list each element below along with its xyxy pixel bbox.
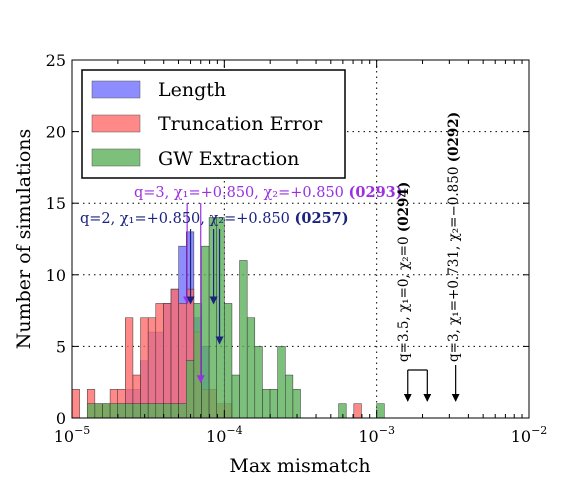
y-tick-label: 10	[46, 266, 66, 285]
y-tick-label: 20	[46, 123, 66, 142]
legend-swatch-truncation-error	[91, 114, 141, 133]
axes-frame	[71, 59, 530, 419]
bar-series-2	[125, 403, 134, 419]
bar-series-2	[224, 303, 233, 419]
bar-series-2	[292, 389, 301, 419]
bar-series-1	[178, 303, 187, 419]
bar-series-2	[102, 403, 111, 419]
bar-series-2	[246, 317, 256, 419]
bar-series-2	[117, 403, 126, 419]
x-tick-label: 10−3	[358, 424, 395, 446]
bar-series-1	[140, 317, 149, 419]
legend: Length Truncation Error GW Extraction	[81, 69, 346, 179]
bar-series-2	[277, 346, 286, 419]
bar-series-1	[170, 288, 179, 419]
bar-series-2	[216, 217, 225, 419]
y-tick-label: 25	[46, 51, 66, 70]
bar-series-2	[178, 403, 187, 419]
bar-series-1	[71, 389, 80, 419]
legend-label-length: Length	[158, 79, 226, 101]
bars	[71, 217, 385, 419]
legend-swatch-length	[91, 80, 141, 99]
bar-series-2	[132, 403, 141, 419]
annotation-label-a292: q=3, χ₁=+0.731, χ₂=−0.850 (0292)	[446, 112, 462, 362]
bar-series-2	[109, 403, 118, 419]
bar-series-1	[155, 303, 164, 419]
bar-series-2	[86, 403, 96, 419]
y-tick-label: 5	[56, 337, 66, 356]
bar-series-3	[353, 403, 362, 419]
x-tick-label: 10−4	[206, 424, 243, 446]
x-tick-label: 10−5	[54, 424, 91, 446]
y-axis-label: Number of simulations	[13, 129, 35, 350]
bar-series-2	[201, 245, 210, 419]
legend-label-truncation-error: Truncation Error	[158, 113, 323, 135]
bar-series-2	[269, 389, 278, 419]
bar-series-4	[376, 403, 385, 419]
bar-series-1	[125, 317, 134, 419]
bar-series-1	[147, 317, 157, 419]
bar-series-2	[163, 403, 172, 419]
bar-series-2	[155, 403, 164, 419]
bar-series-2	[170, 403, 179, 419]
y-tick-label: 15	[46, 194, 66, 213]
bar-series-2	[208, 217, 217, 419]
annotations: q=3, χ₁=+0.850, χ₂=+0.850 (0293) q=2, χ₁=…	[80, 112, 462, 402]
annotation-label-a293: q=3, χ₁=+0.850, χ₂=+0.850 (0293)	[134, 184, 403, 201]
legend-label-gw-extraction: GW Extraction	[158, 148, 299, 170]
bar-series-1	[163, 303, 172, 419]
annotation-label-a257: q=2, χ₁=+0.850, χ₂=+0.850 (0257)	[80, 210, 349, 227]
bar-series-2	[147, 403, 157, 419]
legend-swatch-gw-extraction	[91, 148, 141, 167]
bar-series-2	[262, 389, 271, 419]
x-tick-label: 10−2	[511, 424, 548, 446]
bar-series-2	[254, 346, 263, 419]
bar-series-2	[285, 374, 294, 419]
bar-series-2	[239, 260, 248, 419]
bar-series-2	[186, 360, 195, 419]
bar-series-2	[231, 374, 240, 419]
y-tick-label: 0	[56, 409, 66, 428]
bar-series-2	[94, 403, 103, 419]
x-axis-label: Max mismatch	[229, 455, 370, 477]
annotation-label-a294: q=3.5, χ₁=0, χ₂=0 (0294)	[396, 182, 412, 362]
